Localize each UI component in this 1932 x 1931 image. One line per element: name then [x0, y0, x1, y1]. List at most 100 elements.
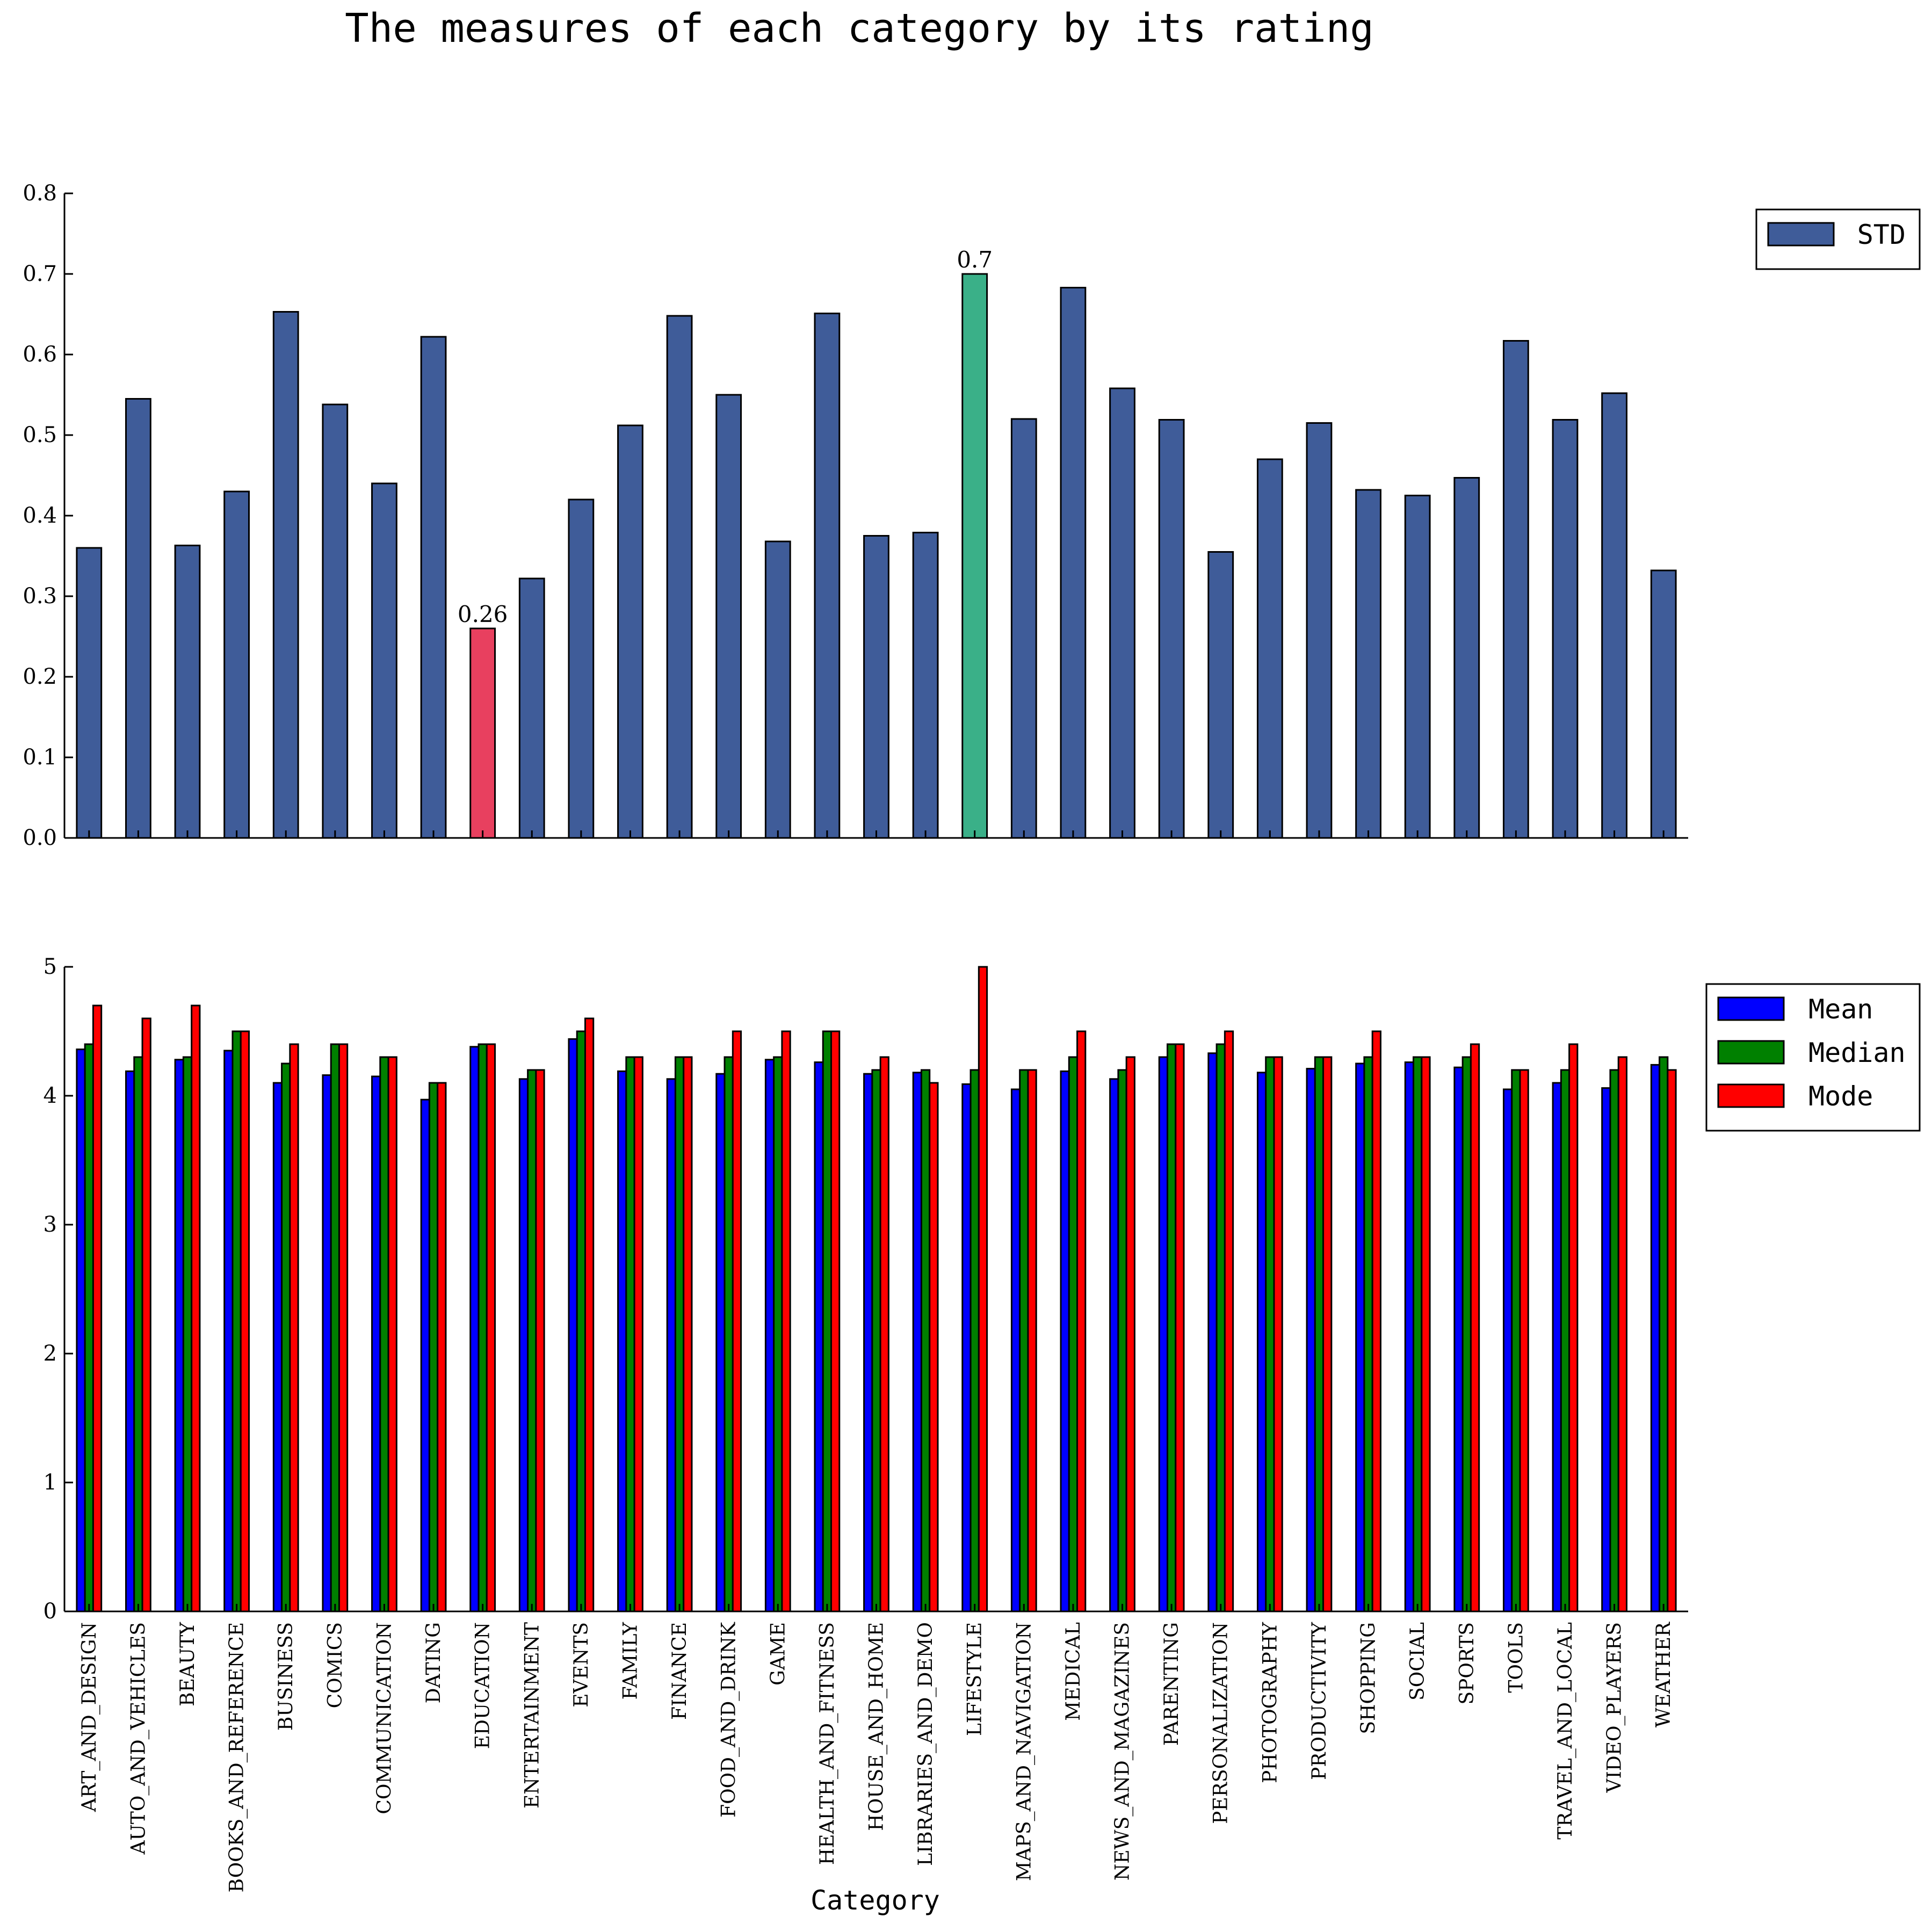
bar-mode-beauty: [191, 1004, 201, 1612]
bar-mode-libraries-and-demo: [929, 1082, 939, 1612]
legend-swatch-mean: [1717, 996, 1785, 1021]
bar-mean-house-and-home: [863, 1073, 873, 1612]
bar-mode-maps-and-navigation: [1027, 1069, 1037, 1612]
bar-mean-business: [272, 1082, 283, 1612]
y-tick-label: 0.7: [23, 262, 57, 286]
bar-median-business: [281, 1062, 291, 1612]
bar-median-weather: [1659, 1056, 1669, 1612]
bar-median-events: [576, 1030, 586, 1612]
bar-std-travel-and-local: [1552, 419, 1579, 839]
bar-mode-medical: [1076, 1030, 1087, 1612]
x-tick-label-house-and-home: HOUSE_AND_HOME: [866, 1622, 888, 1831]
bar-std-auto-and-vehicles: [125, 398, 151, 839]
x-tick-label-news-and-magazines: NEWS_AND_MAGAZINES: [1112, 1622, 1134, 1881]
x-tick-label-sports: SPORTS: [1456, 1622, 1478, 1705]
x-axis-title: Category: [811, 1885, 940, 1916]
x-tick-label-maps-and-navigation: MAPS_AND_NAVIGATION: [1013, 1622, 1035, 1881]
bar-std-maps-and-navigation: [1010, 418, 1037, 839]
bar-mode-parenting: [1175, 1043, 1185, 1612]
bar-median-entertainment: [527, 1069, 537, 1612]
x-tick-label-travel-and-local: TRAVEL_AND_LOCAL: [1554, 1622, 1576, 1840]
bar-median-photography: [1265, 1056, 1275, 1612]
x-tick-label-weather: WEATHER: [1653, 1622, 1675, 1727]
y-tick-label: 0.8: [23, 181, 57, 206]
x-tick-label-shopping: SHOPPING: [1358, 1622, 1380, 1734]
chart-title: The measures of each category by its rat…: [345, 5, 1374, 52]
legend-swatch-median: [1717, 1040, 1785, 1065]
bar-std-family: [617, 424, 643, 839]
bar-mode-food-and-drink: [732, 1030, 742, 1612]
x-tick-label-personalization: PERSONALIZATION: [1210, 1622, 1232, 1824]
bar-std-parenting: [1158, 419, 1185, 839]
bar-std-game: [764, 540, 791, 839]
bar-mean-art-and-design: [76, 1048, 86, 1612]
bar-std-education: [469, 627, 496, 839]
bar-std-medical: [1060, 287, 1087, 839]
legend-label-std: STD: [1857, 219, 1906, 250]
legend-label-mean: Mean: [1808, 994, 1873, 1025]
bar-median-sports: [1461, 1056, 1472, 1612]
bar-std-art-and-design: [76, 547, 103, 839]
x-tick-label-health-and-fitness: HEALTH_AND_FITNESS: [816, 1622, 838, 1865]
bar-std-sports: [1453, 477, 1480, 839]
bar-mean-productivity: [1306, 1068, 1316, 1612]
bar-std-house-and-home: [863, 535, 889, 839]
bar-mode-family: [633, 1056, 643, 1612]
bar-std-finance: [666, 315, 693, 839]
bar-median-education: [477, 1043, 488, 1612]
bar-median-shopping: [1363, 1056, 1373, 1612]
bar-mean-auto-and-vehicles: [125, 1070, 135, 1612]
bar-mean-libraries-and-demo: [912, 1072, 922, 1612]
bar-std-events: [568, 498, 595, 839]
bar-median-medical: [1068, 1056, 1079, 1612]
bar-std-personalization: [1207, 551, 1234, 839]
bar-std-video-players: [1601, 392, 1627, 839]
bar-mean-video-players: [1601, 1087, 1611, 1612]
x-tick-label-video-players: VIDEO_PLAYERS: [1604, 1622, 1626, 1793]
legend-label-median: Median: [1808, 1037, 1906, 1068]
bar-median-game: [773, 1056, 783, 1612]
bar-mode-productivity: [1322, 1056, 1333, 1612]
bar-mean-family: [617, 1070, 627, 1612]
bar-mean-entertainment: [518, 1078, 529, 1612]
bar-mode-communication: [387, 1056, 397, 1612]
bar-mode-video-players: [1617, 1056, 1627, 1612]
bar-mean-communication: [371, 1075, 381, 1612]
bar-mean-game: [764, 1059, 775, 1612]
bar-mode-finance: [683, 1056, 693, 1612]
bar-mode-auto-and-vehicles: [141, 1017, 151, 1612]
bar-median-comics: [330, 1043, 340, 1612]
legend: STD: [1755, 208, 1921, 270]
bar-mode-comics: [338, 1043, 349, 1612]
bar-median-house-and-home: [871, 1069, 881, 1612]
bar-median-health-and-fitness: [822, 1030, 833, 1612]
x-tick-label-education: EDUCATION: [472, 1622, 494, 1749]
x-tick-label-parenting: PARENTING: [1161, 1622, 1183, 1746]
bar-median-communication: [379, 1056, 389, 1612]
bar-mean-maps-and-navigation: [1010, 1088, 1021, 1612]
bar-mean-social: [1404, 1061, 1415, 1612]
bar-mean-beauty: [174, 1059, 184, 1612]
x-tick-label-comics: COMICS: [324, 1622, 346, 1708]
bar-mode-game: [781, 1030, 791, 1612]
bar-std-tools: [1502, 340, 1529, 839]
bar-mode-lifestyle: [978, 966, 988, 1612]
bar-std-libraries-and-demo: [912, 532, 939, 839]
x-tick-label-tools: TOOLS: [1505, 1622, 1527, 1693]
legend-swatch-std: [1767, 222, 1835, 247]
bar-std-business: [272, 311, 299, 839]
bar-mode-sports: [1470, 1043, 1480, 1612]
bar-mode-shopping: [1371, 1030, 1381, 1612]
bar-mode-personalization: [1224, 1030, 1234, 1612]
bar-mode-health-and-fitness: [830, 1030, 841, 1612]
bar-mode-weather: [1667, 1069, 1677, 1612]
bar-mean-books-and-reference: [223, 1050, 234, 1612]
bar-mean-lifestyle: [961, 1083, 972, 1612]
y-tick-label: 0.1: [23, 745, 57, 770]
bar-std-lifestyle: [961, 273, 988, 839]
y-tick-label: 0.3: [23, 584, 57, 609]
bar-std-photography: [1256, 458, 1283, 839]
legend-swatch-mode: [1717, 1083, 1785, 1108]
